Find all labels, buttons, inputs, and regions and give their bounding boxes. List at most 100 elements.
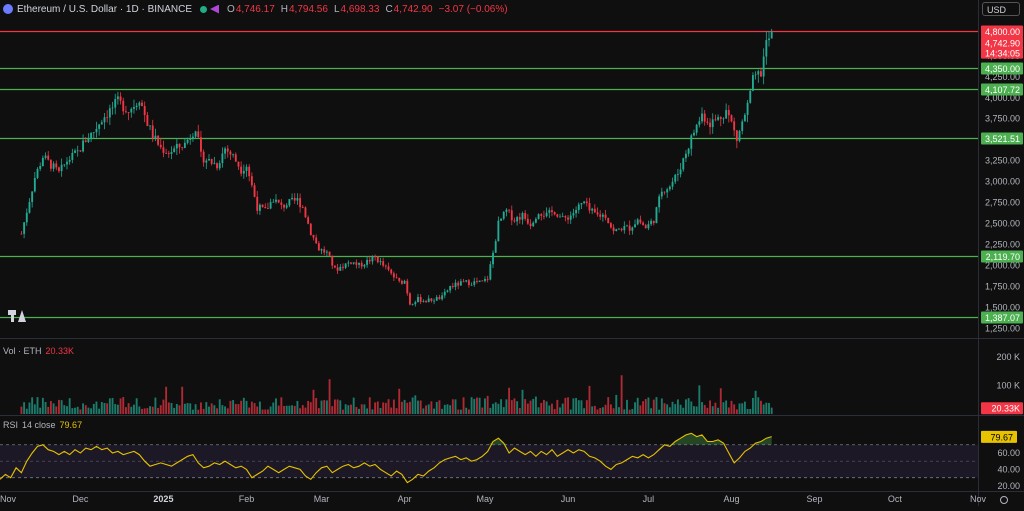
candle-body xyxy=(591,208,594,211)
volume-bar xyxy=(746,408,749,414)
candle-body xyxy=(588,203,591,211)
candle-body xyxy=(446,290,449,292)
candle-body xyxy=(719,117,722,119)
volume-bar xyxy=(280,397,283,414)
candle-body xyxy=(513,220,516,222)
candle-body xyxy=(417,296,419,303)
volume-bar xyxy=(28,402,31,414)
volume-bar xyxy=(564,397,567,414)
candle-body xyxy=(240,166,243,174)
candle-body xyxy=(714,119,717,121)
low-value: 4,698.33 xyxy=(340,3,380,15)
flag-icon[interactable] xyxy=(210,4,220,14)
volume-bar xyxy=(634,402,636,414)
candle-body xyxy=(709,122,711,128)
candle-body xyxy=(741,121,744,131)
volume-bar xyxy=(74,407,76,414)
volume-bar xyxy=(414,395,417,414)
volume-bar xyxy=(749,408,752,414)
candle-body xyxy=(157,135,160,145)
volume-bar xyxy=(540,402,543,414)
volume-bar xyxy=(671,401,674,414)
candle-body xyxy=(390,269,393,274)
volume-bar xyxy=(660,398,663,414)
volume-last-label: 20.33K xyxy=(991,404,1020,414)
volume-bar xyxy=(275,398,277,414)
volume-bar xyxy=(245,400,248,414)
volume-bar xyxy=(433,408,436,414)
volume-bar xyxy=(518,407,521,414)
candle-body xyxy=(232,154,235,156)
candle-body xyxy=(248,166,251,177)
volume-bar xyxy=(572,398,575,414)
volume-bar xyxy=(267,409,269,414)
volume-bar xyxy=(400,401,403,414)
volume-bar xyxy=(711,406,714,414)
x-tick-label: Dec xyxy=(72,494,89,504)
volume-bar xyxy=(743,401,746,414)
volume-last-tag xyxy=(981,402,1023,415)
gear-icon xyxy=(1000,496,1008,504)
volume-bar xyxy=(344,404,347,414)
volume-bar xyxy=(197,409,200,414)
candle-body xyxy=(497,220,500,242)
level-tag xyxy=(981,62,1023,75)
candle-body xyxy=(738,130,741,141)
candle-body xyxy=(567,217,569,220)
volume-bar xyxy=(277,405,280,414)
candle-body xyxy=(71,152,74,160)
candle-body xyxy=(31,191,34,203)
volume-bar xyxy=(685,399,687,414)
candle-body xyxy=(208,158,210,161)
candle-body xyxy=(701,113,703,122)
countdown-label: 14:34:05 xyxy=(985,49,1020,59)
candle-body xyxy=(111,107,114,109)
candle-body xyxy=(725,110,728,119)
volume-bar xyxy=(186,403,189,414)
volume-bar xyxy=(459,409,462,414)
candle-body xyxy=(52,163,55,169)
candle-body xyxy=(526,218,529,224)
candle-body xyxy=(25,212,28,223)
candle-body xyxy=(275,199,277,202)
volume-bar xyxy=(542,399,545,414)
level-tag xyxy=(981,25,1023,38)
volume-bar xyxy=(462,397,465,414)
candle-body xyxy=(623,226,626,231)
volume-bar xyxy=(559,407,561,414)
volume-bar xyxy=(593,405,596,414)
x-tick-label: Sep xyxy=(807,494,823,504)
symbol-title[interactable]: Ethereum / U.S. Dollar · 1D · BINANCE xyxy=(17,3,193,15)
volume-bar xyxy=(288,405,291,414)
candle-body xyxy=(510,210,513,221)
candle-body xyxy=(82,140,85,152)
candle-body xyxy=(457,282,460,286)
volume-bar xyxy=(66,406,68,414)
candle-body xyxy=(435,297,438,301)
last-price-tag xyxy=(981,36,1023,59)
volume-legend[interactable]: Vol · ETH 20.33K xyxy=(3,346,74,356)
volume-bar xyxy=(730,400,733,414)
volume-bar xyxy=(644,399,647,414)
volume-bar xyxy=(342,409,344,414)
candle-body xyxy=(344,263,347,268)
volume-bar xyxy=(690,401,693,414)
volume-bar xyxy=(33,404,36,414)
candle-body xyxy=(706,121,709,123)
volume-bar xyxy=(551,403,553,414)
candle-body xyxy=(103,117,106,123)
candle-body xyxy=(333,265,336,268)
candle-body xyxy=(33,177,36,192)
ethereum-icon xyxy=(3,4,13,14)
volume-bar xyxy=(604,404,607,414)
volume-bar xyxy=(516,401,519,414)
rsi-tick-label: 40.00 xyxy=(997,464,1020,474)
volume-bar xyxy=(419,400,422,414)
candle-body xyxy=(213,163,216,165)
currency-selector[interactable]: USD xyxy=(982,2,1020,16)
volume-bar xyxy=(368,397,371,414)
candle-body xyxy=(143,106,146,116)
rsi-legend[interactable]: RSI 14 close 79.67 xyxy=(3,420,82,430)
candle-body xyxy=(618,228,620,230)
volume-bar xyxy=(127,403,130,414)
